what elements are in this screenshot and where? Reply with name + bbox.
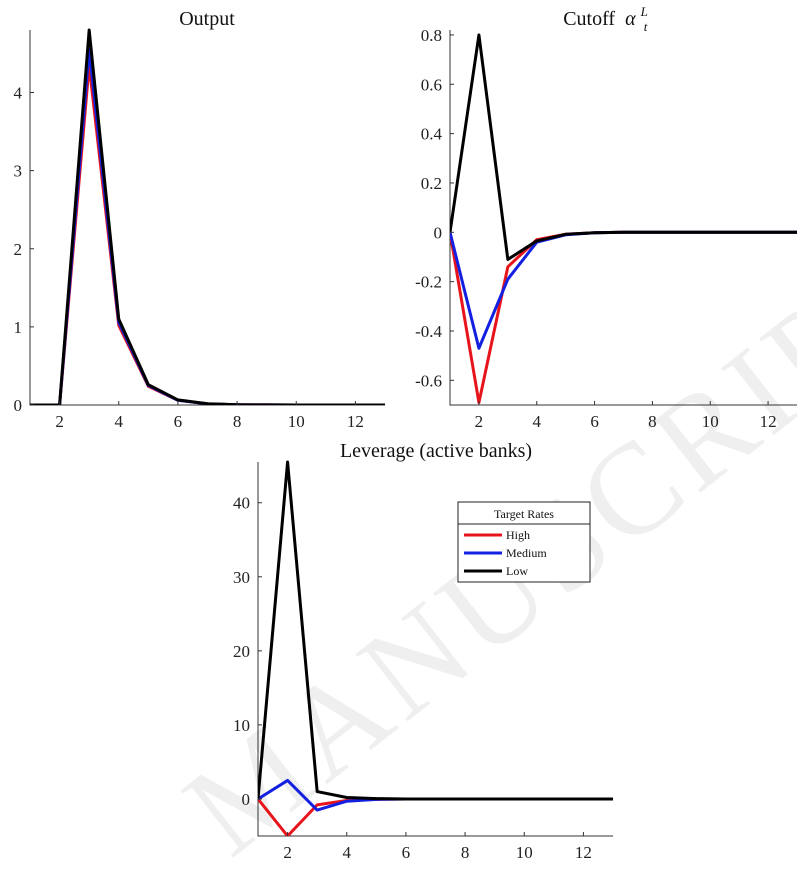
x-tick-label: 10: [288, 412, 305, 431]
y-tick-label: 1: [14, 318, 23, 337]
x-tick-label: 12: [760, 412, 777, 431]
x-tick-label: 10: [702, 412, 719, 431]
panel-title-output: Output: [179, 8, 235, 30]
x-tick-label: 6: [402, 843, 411, 862]
y-tick-label: 20: [233, 642, 250, 661]
y-tick-label: 0: [434, 223, 443, 242]
legend-box: [457, 501, 591, 583]
legend-label-high: High: [506, 528, 530, 542]
x-tick-label: 4: [115, 412, 124, 431]
x-tick-label: 4: [533, 412, 542, 431]
axis-frame-cutoff: [449, 30, 797, 406]
y-tick-label: 10: [233, 716, 250, 735]
panel-leverage: Leverage (active banks) 2 4 6 8 10 12 0 10 20 30…: [233, 440, 613, 862]
x-tick-label: 6: [174, 412, 183, 431]
legend-title: Target Rates: [494, 507, 554, 521]
x-tick-label: 4: [343, 843, 352, 862]
series-line-low: [30, 28, 385, 405]
legend-label-low: Low: [506, 564, 528, 578]
x-tick-label: 8: [648, 412, 657, 431]
axis-frame-leverage: [257, 462, 613, 837]
x-tick-label: 8: [461, 843, 470, 862]
x-tick-label: 2: [283, 843, 292, 862]
panel-cutoff: Cutoff α L t 2 4 6 8 10 12 -0.6 -0.4 -0.2 0 0.2 0.…: [415, 0, 797, 431]
x-tick-label: 12: [575, 843, 592, 862]
y-tick-label: 2: [14, 240, 23, 259]
y-tick-label: 4: [14, 84, 23, 103]
y-tick-label: 40: [233, 494, 250, 513]
panel-title-cutoff: Cutoff α L t: [563, 0, 653, 34]
x-tick-label: 8: [233, 412, 242, 431]
series-line-low: [258, 460, 613, 801]
y-tick-label: 0.8: [421, 26, 442, 45]
y-tick-label: -0.2: [415, 273, 442, 292]
y-tick-label: 0.2: [421, 174, 442, 193]
y-tick-label: 0: [242, 790, 251, 809]
x-tick-label: 10: [516, 843, 533, 862]
panel-title-leverage: Leverage (active banks): [340, 440, 532, 462]
y-tick-label: -0.4: [415, 322, 442, 341]
x-tick-label: 2: [55, 412, 64, 431]
y-tick-label: 0.6: [421, 75, 442, 94]
y-tick-label: 30: [233, 568, 250, 587]
y-tick-label: -0.6: [415, 371, 442, 390]
legend-label-medium: Medium: [506, 546, 547, 560]
y-tick-label: 0: [14, 396, 23, 415]
x-tick-label: 2: [475, 412, 484, 431]
legend: Target Rates High Medium Low: [457, 501, 591, 583]
x-tick-label: 12: [347, 412, 364, 431]
y-tick-label: 0.4: [421, 125, 443, 144]
series-line-low: [450, 33, 797, 261]
y-tick-label: 3: [14, 162, 23, 181]
x-tick-label: 6: [590, 412, 599, 431]
